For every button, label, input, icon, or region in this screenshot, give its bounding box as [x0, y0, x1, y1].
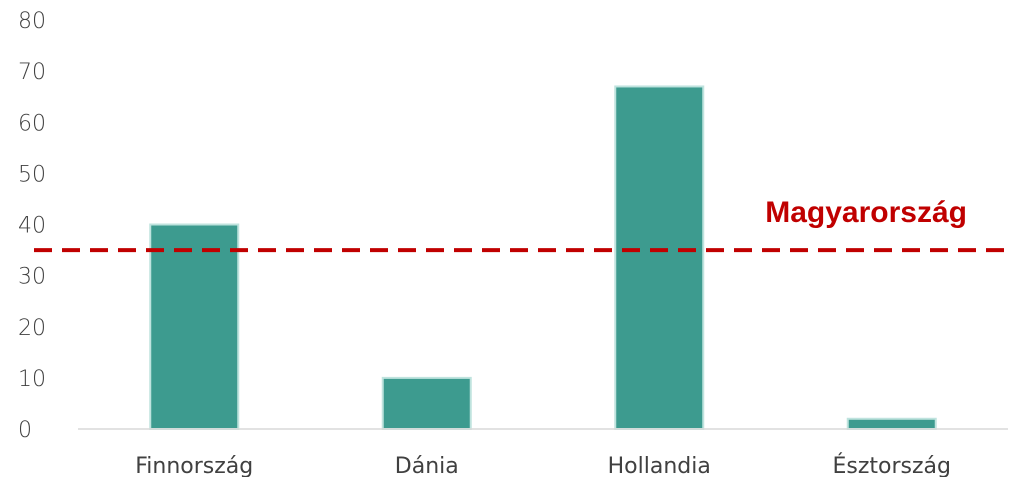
bar [614, 85, 705, 431]
y-tick-label: 10 [18, 367, 46, 392]
x-tick-label: Észtország [833, 453, 952, 477]
bar [846, 417, 937, 430]
y-tick-label: 20 [18, 316, 46, 341]
y-tick-label: 60 [18, 111, 46, 136]
y-tick-label: 50 [18, 162, 46, 187]
x-tick-label: Hollandia [608, 454, 711, 477]
x-tick-label: Finnország [135, 454, 253, 477]
reference-line-label: Magyarország [765, 196, 967, 229]
y-tick-label: 0 [18, 418, 32, 443]
y-tick-label: 70 [18, 60, 46, 85]
x-tick-label: Dánia [395, 454, 459, 477]
y-tick-label: 80 [18, 9, 46, 34]
bar [381, 376, 472, 430]
bars [149, 85, 937, 431]
y-tick-label: 40 [18, 214, 46, 239]
y-axis: 0 10 20 30 40 50 60 70 80 [18, 9, 46, 443]
bar [149, 223, 240, 430]
x-axis: Finnország Dánia Hollandia Észtország [135, 453, 951, 477]
y-tick-label: 30 [18, 265, 46, 290]
